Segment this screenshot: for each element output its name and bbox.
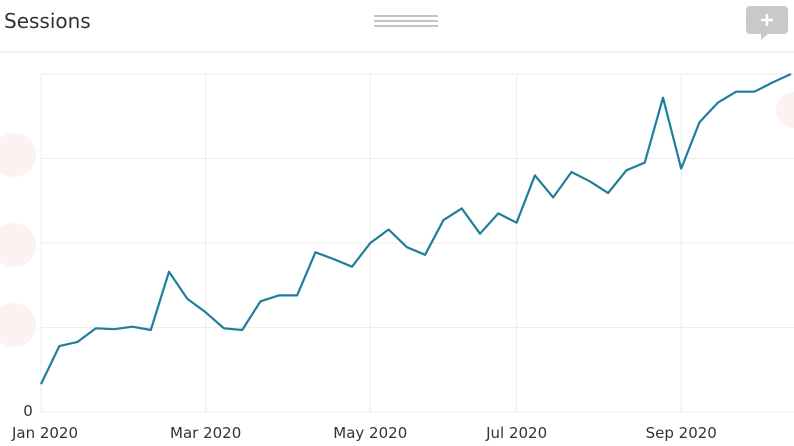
x-tick-label: May 2020: [333, 424, 407, 442]
decoration: [776, 92, 794, 128]
line-series: [40, 73, 792, 385]
x-tick-label: Jul 2020: [485, 424, 547, 442]
drag-handle[interactable]: [374, 15, 438, 27]
decoration: [0, 223, 36, 267]
x-tick-label: Sep 2020: [646, 424, 717, 442]
x-tick-label: Jan 2020: [11, 424, 78, 442]
decoration: [0, 303, 36, 347]
y-tick-label: 0: [23, 402, 33, 420]
decoration: [0, 133, 36, 177]
widget-title: Sessions: [4, 9, 91, 33]
comment-button[interactable]: [746, 6, 788, 40]
x-tick-label: Mar 2020: [170, 424, 241, 442]
